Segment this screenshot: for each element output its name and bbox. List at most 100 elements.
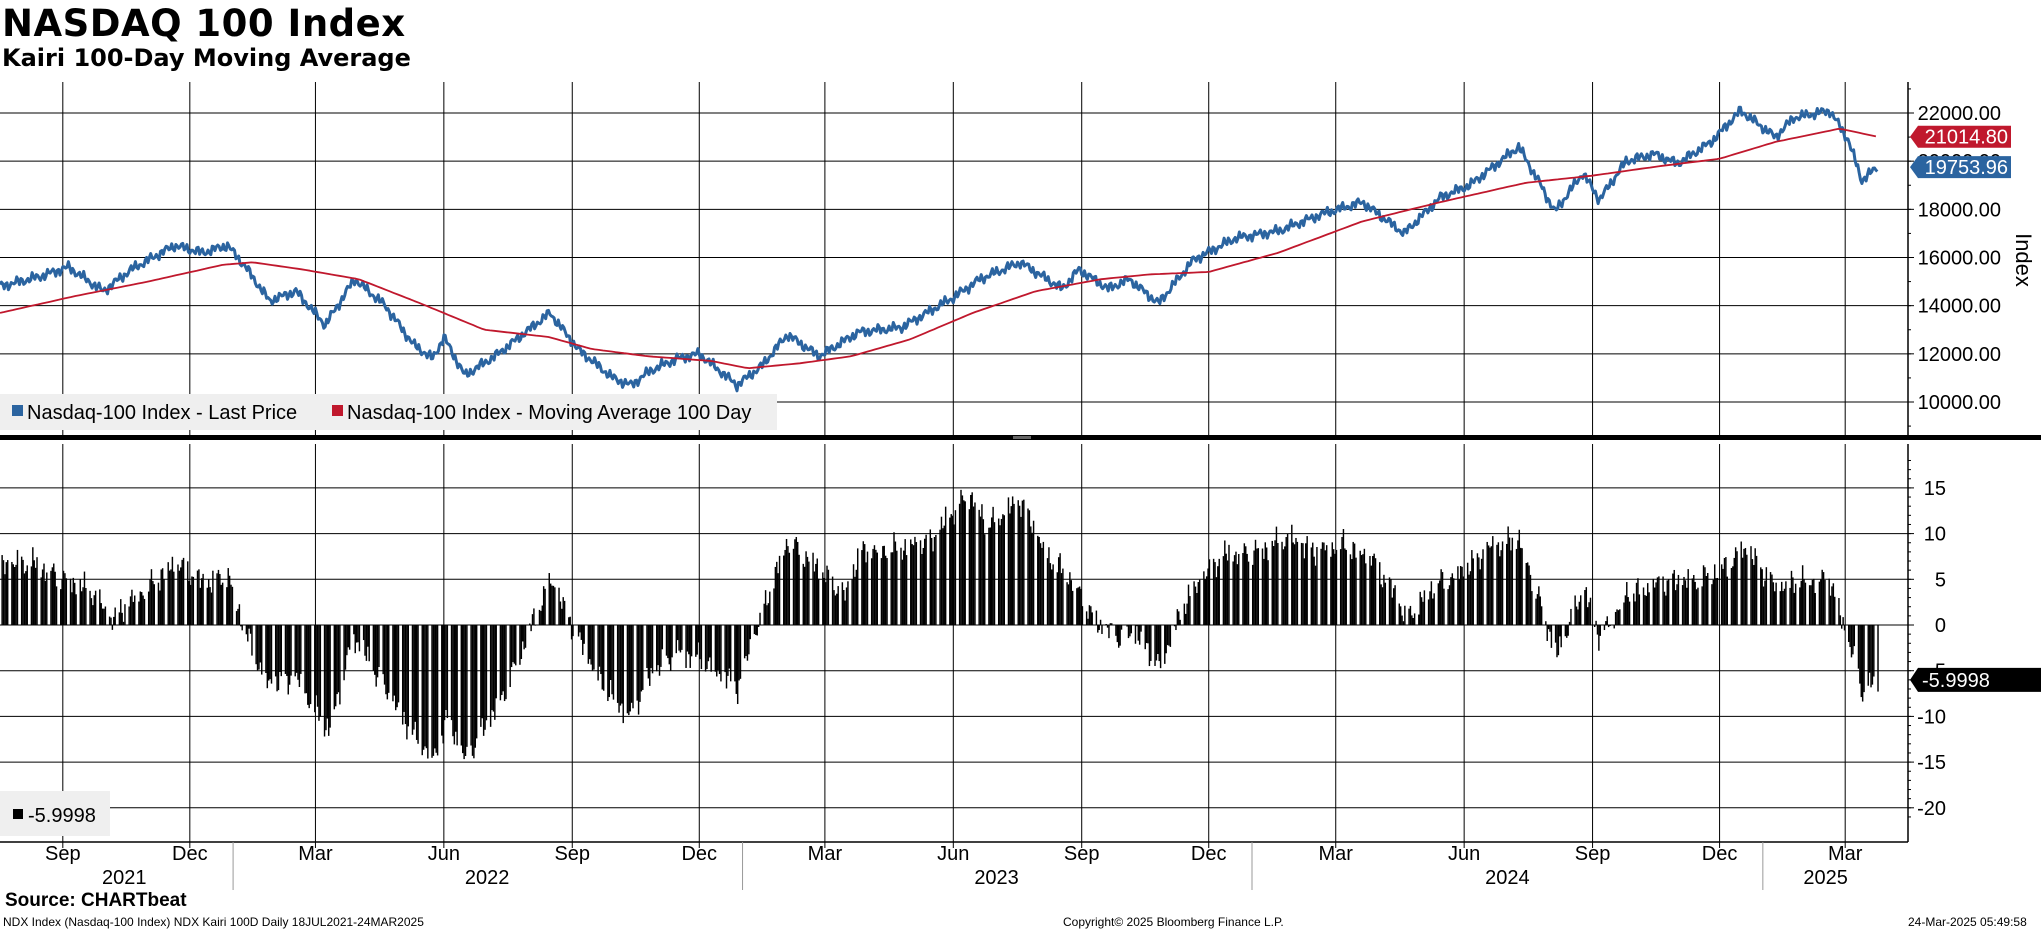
kairi-bar [1626,582,1628,625]
kairi-bar [808,561,810,625]
kairi-bar [817,578,820,625]
kairi-bar [1789,587,1791,625]
kairi-bar [863,544,866,625]
kairi-bar [1115,625,1117,636]
kairi-bar [1785,581,1787,625]
kairi-bar [235,611,238,625]
kairi-bar [368,625,370,662]
kairi-bar [688,625,690,655]
kairi-bar [124,604,126,625]
kairi-bar [876,552,878,625]
kairi-bar [1062,568,1064,625]
kairi-bar [802,563,805,625]
kairi-bar [1783,588,1786,625]
kairi-bar [182,557,185,625]
kairi-bar [189,584,192,625]
kairi-bar [436,625,439,756]
kairi-bar [1009,513,1011,625]
kairi-bar [1716,577,1719,625]
kairi-bar [1743,548,1745,625]
kairi-bar [686,625,689,652]
kairi-bar [636,625,638,701]
kairi-bar [1399,606,1402,625]
kairi-bar [785,538,788,625]
kairi-bar [431,625,433,758]
kairi-bar [1360,555,1363,625]
kairi-bar [651,625,654,674]
kairi-bar [1447,589,1449,625]
kairi-bar [1070,580,1072,625]
kairi-bar [513,625,516,664]
kairi-bar [1529,574,1532,625]
kairi-bar [675,625,677,654]
kairi-bar [847,581,849,625]
kairi-bar [238,604,241,625]
kairi-bar [1394,585,1396,625]
kairi-bar [386,625,389,700]
kairi-bar [1663,591,1666,625]
kairi-bar [94,590,97,625]
kairi-bar [1332,549,1335,625]
kairi-bar [1263,558,1265,625]
kairi-bar [562,597,564,625]
kairi-bar [1695,589,1698,625]
kairi-bar [1362,554,1364,625]
kairi-bar [748,625,750,655]
kairi-bar [1814,592,1816,625]
kairi-bar [1828,578,1830,625]
kairi-bar [344,625,347,670]
kairi-bar [247,625,249,642]
kairi-bar [1720,564,1723,625]
kairi-bar [328,625,330,736]
kairi-bar [942,528,944,625]
kairi-bar [474,625,477,748]
kairi-bar [314,625,316,713]
kairi-bar [82,587,84,625]
kairi-bar [192,576,195,625]
kairi-bar [485,625,488,721]
tick-label-y-lower: -20 [1917,798,1946,820]
kairi-bar [51,567,54,625]
kairi-bar [1352,541,1354,625]
kairi-bar [1857,625,1860,669]
kairi-bar [30,566,33,625]
kairi-bar [1478,557,1480,625]
tick-label-x-month: Mar [298,843,333,865]
kairi-bar [354,625,356,654]
kairi-bar [1185,613,1187,625]
kairi-bar [1150,625,1152,661]
kairi-bar [1159,625,1162,669]
kairi-bar [1638,594,1641,625]
kairi-bar [990,517,993,625]
kairi-bar [1765,567,1768,625]
kairi-bar [837,586,839,625]
kairi-bar [992,506,994,625]
kairi-bar [787,546,789,625]
kairi-bar [206,587,209,625]
kairi-bar [1877,625,1879,692]
kairi-bar [1060,573,1063,625]
kairi-bar [950,514,952,625]
kairi-bar [551,585,553,625]
kairi-bar [170,569,172,625]
kairi-bar [1046,558,1049,625]
kairi-bar [325,625,327,731]
kairi-bar [1448,585,1451,625]
kairi-bar [563,600,566,625]
kairi-bar [658,625,661,676]
kairi-bar [1439,580,1441,625]
kairi-bar [1722,568,1724,625]
kairi-bar [64,573,66,625]
kairi-bar [912,545,915,625]
kairi-bar [1847,625,1850,642]
kairi-bar [220,584,222,625]
kairi-bar [258,625,260,670]
kairi-bar [841,582,844,625]
kairi-bar [122,621,125,625]
kairi-bar [929,529,932,625]
kairi-bar [510,625,513,668]
kairi-bar [836,593,838,625]
kairi-bar [1764,580,1766,625]
kairi-bar [862,541,865,625]
kairi-bar [932,551,934,625]
